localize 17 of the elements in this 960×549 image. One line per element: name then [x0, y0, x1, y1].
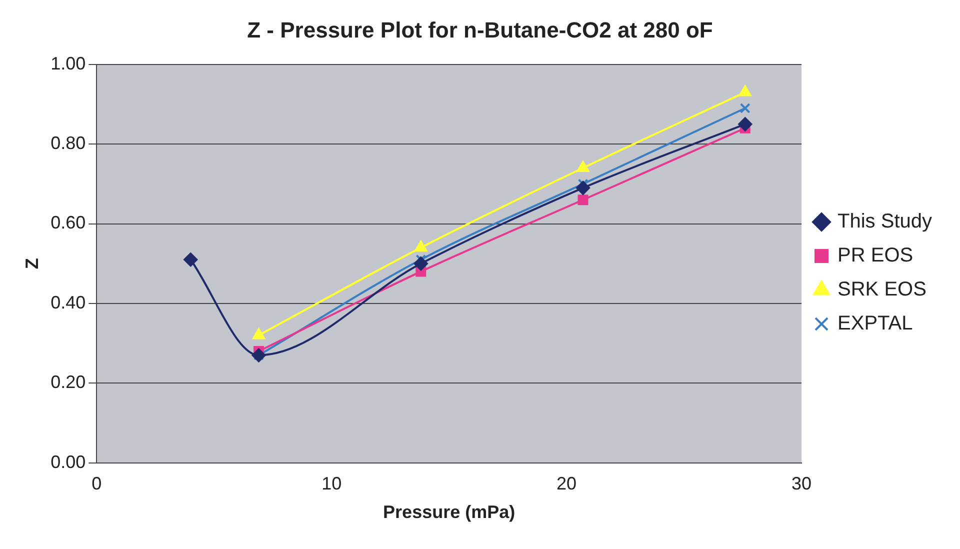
y-tick-label: 0.00 [50, 452, 86, 472]
x-tick-label: 0 [92, 474, 102, 494]
chart-title: Z - Pressure Plot for n-Butane-CO2 at 280 oF [247, 17, 713, 42]
y-tick-label: 1.00 [50, 53, 86, 74]
legend-label: SRK EOS [838, 278, 926, 301]
x-axis-title: Pressure (mPa) [383, 502, 516, 522]
y-tick-label: 0.40 [50, 292, 86, 312]
x-tick-label: 10 [322, 474, 342, 494]
legend-label: PR EOS [838, 244, 914, 267]
x-tick-label: 20 [556, 474, 577, 494]
legend-label: This Study [838, 210, 932, 233]
x-tick-label: 30 [792, 474, 812, 494]
y-tick-label: 0.60 [50, 212, 86, 233]
y-tick-label: 0.20 [50, 372, 86, 392]
legend-label: EXPTAL [838, 312, 913, 335]
y-axis-title: Z [22, 258, 42, 270]
y-tick-label: 0.80 [50, 133, 86, 154]
